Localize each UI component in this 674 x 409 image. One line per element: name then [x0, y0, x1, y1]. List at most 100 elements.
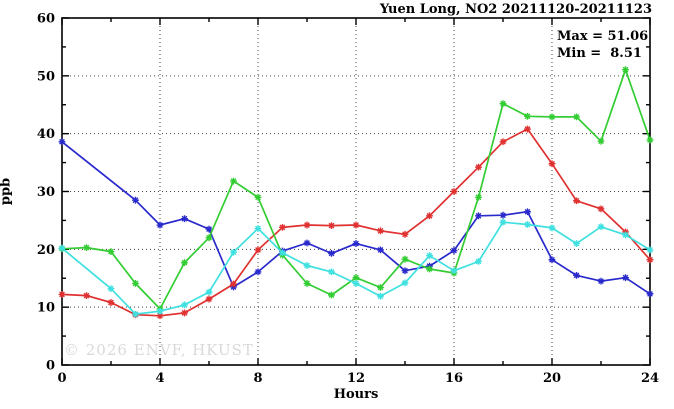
series-red-marker	[156, 312, 164, 320]
series-blue-marker	[303, 239, 311, 247]
series-red-marker	[352, 221, 360, 229]
series-green-marker	[352, 274, 360, 282]
series-blue-marker	[205, 225, 213, 233]
series-cyan-marker	[524, 221, 531, 228]
series-red-marker	[230, 280, 237, 288]
series-cyan-marker	[499, 218, 507, 226]
series-green-marker	[205, 234, 213, 242]
x-tick-label: 24	[641, 371, 659, 386]
series-blue-marker	[524, 208, 531, 216]
series-red-marker	[548, 160, 556, 168]
x-tick-label: 12	[347, 371, 365, 386]
y-tick-label: 30	[37, 185, 55, 200]
series-red-marker	[450, 188, 458, 195]
series-blue-marker	[328, 249, 335, 257]
series-green-marker	[475, 193, 482, 201]
stat-max: Max = 51.06	[557, 29, 649, 44]
series-red-marker	[328, 222, 335, 230]
series-cyan-marker	[107, 285, 115, 293]
series-cyan-marker	[597, 223, 605, 231]
series-blue-marker	[573, 271, 580, 279]
series-green-marker	[132, 280, 139, 287]
series-blue-marker	[401, 267, 409, 275]
series-red-marker	[254, 246, 262, 254]
series-red-marker	[499, 138, 507, 146]
series-cyan-marker	[646, 246, 654, 254]
series-blue-marker	[646, 290, 654, 298]
series-green-marker	[254, 193, 262, 201]
series-cyan-marker	[401, 279, 409, 287]
y-tick-label: 20	[37, 243, 55, 258]
series-green-line	[61, 68, 651, 310]
series-green-marker	[303, 280, 311, 287]
series-blue-marker	[450, 247, 458, 254]
x-tick-label: 8	[253, 371, 262, 386]
series-blue-marker	[181, 215, 188, 223]
series-cyan-marker	[475, 258, 482, 265]
y-tick-label: 50	[37, 69, 55, 84]
series-red-marker	[83, 292, 90, 299]
series-cyan-marker	[181, 301, 188, 309]
series-green-marker	[597, 137, 605, 145]
series-blue-marker	[475, 212, 482, 220]
series-green-marker	[181, 259, 188, 267]
watermark: © 2026 ENVF, HKUST	[64, 341, 254, 359]
y-tick-label: 0	[46, 359, 55, 374]
series-blue-marker	[156, 221, 164, 229]
series-cyan-marker	[58, 244, 66, 252]
series-green-marker	[573, 113, 580, 121]
x-tick-label: 20	[543, 371, 561, 386]
plot-border	[61, 17, 651, 366]
series-red-marker	[524, 125, 531, 133]
series-green-marker	[230, 177, 237, 185]
series-green-marker	[548, 113, 556, 121]
series-cyan-marker	[254, 225, 262, 232]
series-red-marker	[303, 221, 311, 229]
series-red-marker	[646, 256, 654, 264]
x-tick-label: 4	[155, 371, 164, 386]
series-green-marker	[377, 284, 384, 291]
chart-title: Yuen Long, NO2 20211120-20211123	[379, 2, 652, 17]
series-green-marker	[426, 265, 433, 273]
series-green-marker	[107, 248, 115, 256]
series-blue-marker	[597, 277, 605, 285]
series-blue-marker	[377, 246, 384, 254]
series-blue-marker	[132, 196, 139, 204]
series-blue-marker	[254, 268, 262, 276]
series-green-marker	[401, 255, 409, 263]
series-red-marker	[107, 299, 115, 306]
series-cyan-marker	[548, 224, 556, 232]
y-tick-label: 60	[37, 12, 55, 27]
series-red-marker	[279, 223, 286, 231]
series-cyan-marker	[352, 280, 360, 287]
series-red-marker	[597, 205, 605, 213]
x-tick-label: 0	[57, 371, 66, 386]
series-cyan-marker	[156, 307, 164, 315]
series-cyan-line	[61, 221, 651, 315]
series-red-marker	[181, 309, 188, 317]
y-axis-label: ppb	[0, 177, 14, 206]
stats-box: Max = 51.06 Min = 8.51	[557, 29, 648, 63]
series-red-marker	[573, 197, 580, 205]
series-cyan-marker	[303, 262, 311, 269]
series-cyan-marker	[279, 249, 286, 257]
series-cyan-marker	[622, 231, 629, 239]
series-blue-marker	[499, 211, 507, 219]
series-blue-marker	[622, 274, 629, 282]
series-green-marker	[524, 112, 531, 120]
series-green-marker	[646, 136, 654, 144]
series-cyan-marker	[377, 292, 384, 300]
series-cyan-marker	[328, 268, 335, 276]
series-blue-marker	[352, 240, 360, 247]
series-green-marker	[499, 100, 507, 107]
series-cyan-marker	[205, 288, 213, 296]
series-blue-line	[61, 141, 651, 295]
series-red-marker	[205, 295, 213, 303]
series-cyan-marker	[426, 252, 433, 260]
series-cyan-marker	[450, 267, 458, 275]
series-red-marker	[426, 212, 433, 220]
stat-min: Min = 8.51	[557, 45, 642, 61]
series-red-marker	[475, 163, 482, 171]
